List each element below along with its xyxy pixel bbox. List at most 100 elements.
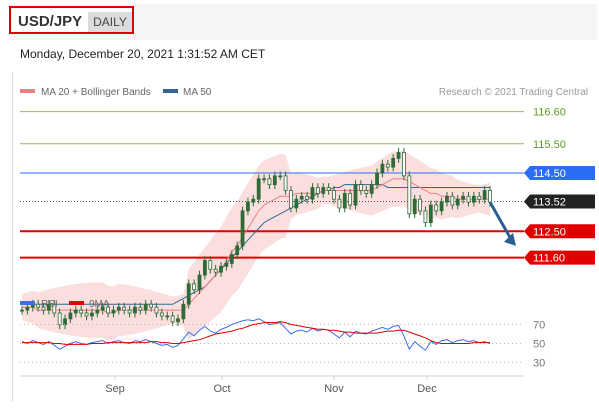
candle bbox=[159, 308, 164, 321]
forecast-arrow-shaft bbox=[488, 201, 514, 242]
candle bbox=[450, 191, 455, 210]
candle bbox=[79, 305, 84, 318]
candle bbox=[176, 314, 180, 327]
level-label-111.60: 111.60 bbox=[533, 253, 565, 265]
candle bbox=[213, 264, 218, 277]
x-axis: Sep Oct Nov Dec bbox=[105, 376, 437, 395]
candle bbox=[321, 183, 326, 198]
candles bbox=[20, 148, 492, 330]
candle bbox=[229, 250, 234, 268]
candle bbox=[439, 197, 444, 216]
rsi-tick-70: 70 bbox=[533, 320, 545, 332]
candle bbox=[364, 186, 369, 198]
timestamp: Monday, December 20, 2021 1:31:52 AM CET bbox=[20, 47, 266, 61]
level-tag-113.52 bbox=[524, 194, 595, 209]
ma50-legend-swatch bbox=[163, 89, 178, 93]
candle bbox=[272, 171, 277, 189]
level-label-113.52: 113.52 bbox=[533, 197, 566, 209]
candle bbox=[52, 299, 57, 318]
candle bbox=[235, 241, 240, 260]
candle bbox=[84, 308, 89, 321]
rsi-tick-50: 50 bbox=[533, 339, 545, 351]
candle bbox=[369, 180, 374, 198]
ma20-line bbox=[22, 178, 490, 314]
bollinger-band-area bbox=[22, 151, 490, 341]
candle bbox=[310, 183, 315, 204]
candle bbox=[57, 308, 62, 330]
candle bbox=[41, 302, 46, 315]
candle bbox=[165, 311, 170, 321]
rsi-tick-30: 30 bbox=[533, 358, 545, 370]
candle bbox=[294, 194, 299, 213]
candle bbox=[375, 168, 379, 189]
rsi-legend-label: RSI bbox=[41, 299, 58, 310]
candle bbox=[428, 200, 433, 227]
candle bbox=[46, 299, 51, 315]
level-label-114.50: 114.50 bbox=[533, 168, 566, 180]
candle bbox=[36, 299, 41, 312]
rsi-panel: 70 50 30 bbox=[20, 318, 545, 370]
candle bbox=[154, 302, 159, 318]
candle bbox=[461, 191, 466, 204]
candle bbox=[477, 191, 482, 204]
candle bbox=[305, 191, 310, 204]
forecast-arrow-head bbox=[504, 232, 516, 246]
candle bbox=[434, 200, 439, 216]
candle bbox=[396, 148, 401, 163]
candle bbox=[385, 159, 390, 172]
candle bbox=[224, 259, 229, 271]
candle bbox=[299, 191, 304, 204]
level-labels: 116.60 115.50 114.50 113.52 112.50 111.60 bbox=[524, 107, 595, 265]
candle bbox=[289, 186, 293, 213]
ma20-legend-swatch bbox=[20, 89, 35, 93]
rsi-ma9-line bbox=[22, 321, 490, 345]
ma20-path bbox=[22, 178, 490, 314]
forecast-arrow bbox=[488, 201, 516, 246]
candle bbox=[68, 308, 73, 324]
level-tag-112.50 bbox=[524, 224, 595, 239]
candle bbox=[100, 302, 105, 315]
candle bbox=[106, 302, 110, 318]
candle bbox=[192, 279, 197, 295]
key-levels bbox=[20, 111, 524, 259]
level-tag-114.50 bbox=[524, 165, 595, 180]
candle bbox=[219, 261, 223, 277]
candle bbox=[122, 302, 127, 315]
rsi-line bbox=[21, 318, 491, 351]
x-label-Oct: Oct bbox=[213, 383, 230, 395]
candle bbox=[402, 148, 406, 181]
candle bbox=[138, 302, 143, 315]
bollinger-bands bbox=[22, 151, 490, 341]
x-label-Sep: Sep bbox=[105, 383, 125, 395]
level-label-115.50: 115.50 bbox=[533, 139, 566, 151]
candle bbox=[342, 189, 347, 213]
candle bbox=[95, 305, 100, 318]
candle bbox=[186, 279, 191, 309]
candle bbox=[73, 305, 78, 318]
candle bbox=[133, 302, 137, 318]
ma50-path bbox=[22, 184, 490, 305]
candle bbox=[197, 270, 202, 295]
candle bbox=[326, 183, 331, 195]
candle bbox=[445, 191, 449, 207]
candle bbox=[315, 183, 320, 198]
candle bbox=[202, 256, 207, 280]
symbol-label: USD/JPY bbox=[18, 13, 83, 30]
copyright-credit: Research © 2021 Trading Central bbox=[439, 87, 588, 98]
candle bbox=[181, 299, 186, 324]
candle bbox=[149, 299, 154, 312]
candle bbox=[418, 194, 422, 216]
candle bbox=[423, 206, 428, 227]
candle bbox=[358, 180, 363, 195]
candle bbox=[407, 171, 412, 219]
candle bbox=[111, 305, 116, 318]
timeframe-badge[interactable]: DAILY bbox=[88, 12, 132, 32]
candle bbox=[251, 194, 256, 207]
rsi-legend-swatch bbox=[20, 301, 35, 305]
x-label-Dec: Dec bbox=[417, 383, 437, 395]
candle bbox=[412, 194, 417, 219]
candle bbox=[127, 305, 132, 318]
candle bbox=[353, 180, 358, 210]
candle bbox=[170, 311, 175, 327]
